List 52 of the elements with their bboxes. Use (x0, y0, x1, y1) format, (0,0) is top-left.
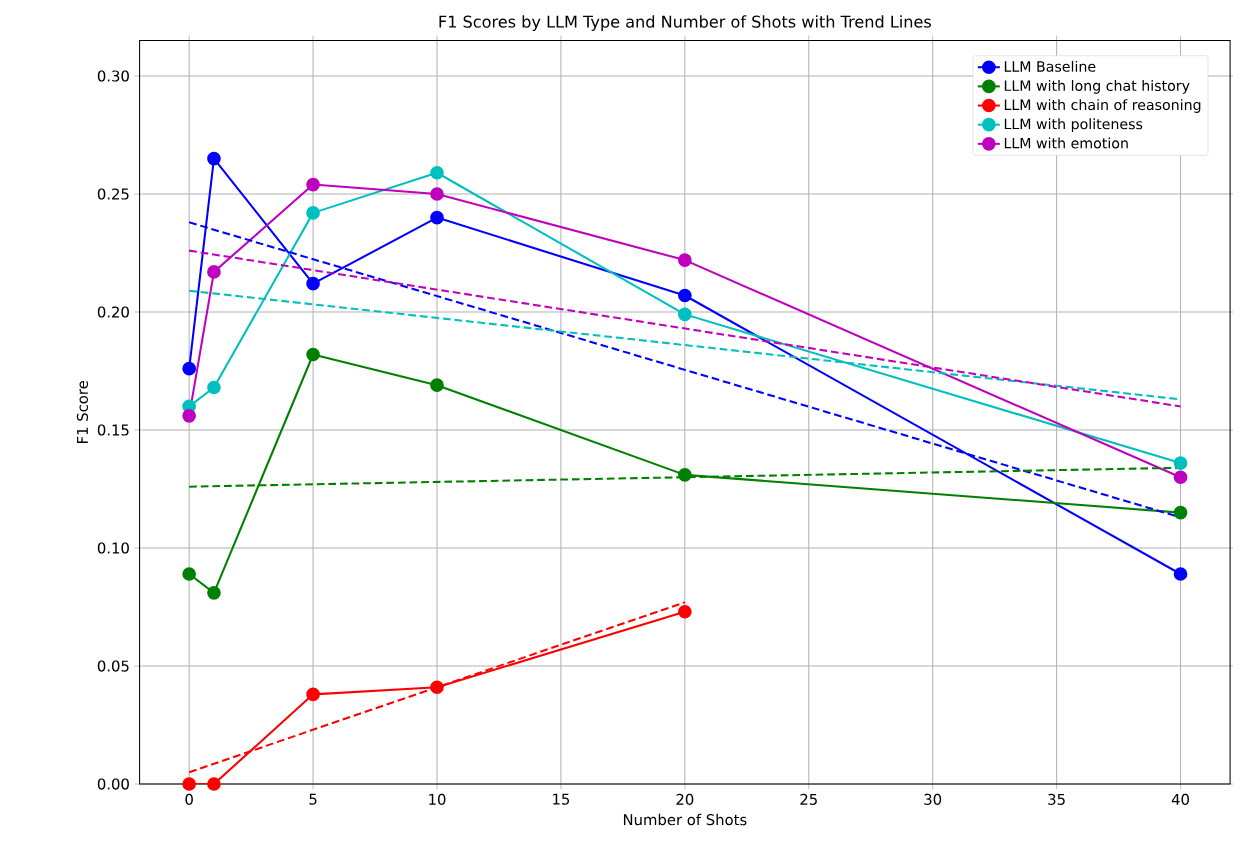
point (1173, 505, 1188, 520)
y-tick-label: 0.10 (97, 542, 129, 554)
point (182, 567, 196, 581)
x-tick-label: 40 (1171, 793, 1189, 806)
point (182, 409, 196, 423)
y-tick-label: 0.05 (97, 660, 129, 672)
y-tick-label: 0.00 (97, 778, 129, 790)
point (678, 288, 692, 303)
point (1173, 470, 1188, 485)
point (678, 468, 692, 482)
x-tick-label: 15 (553, 793, 570, 805)
point (306, 277, 320, 291)
point (430, 210, 444, 225)
legend-label: LLM with long chat history (1004, 80, 1190, 94)
y-tick-label: 0.15 (97, 424, 129, 436)
x-axis-title: Number of Shots (623, 814, 747, 826)
chart-title: F1 Scores by LLM Type and Number of Shots with Trend Lines (439, 15, 931, 32)
x-tick-label: 5 (309, 793, 317, 805)
point (207, 777, 221, 792)
y-axis-title: F1 Score (76, 381, 89, 444)
point (207, 265, 221, 279)
point (430, 166, 444, 180)
point (678, 605, 692, 619)
point (306, 687, 320, 702)
legend-label: LLM with politeness (1004, 118, 1143, 133)
point (678, 253, 692, 268)
point (207, 380, 221, 395)
point (430, 187, 444, 202)
point (182, 777, 196, 792)
point (306, 206, 320, 220)
legend-label: LLM with chain of reasoning (1004, 99, 1201, 114)
point (306, 177, 320, 192)
legend-label: LLM Baseline (1004, 61, 1096, 73)
x-tick-label: 20 (676, 793, 694, 806)
x-tick-label: 0 (185, 793, 193, 806)
point (207, 151, 221, 166)
point (306, 347, 320, 362)
x-tick-label: 25 (800, 793, 817, 806)
y-tick-label: 0.25 (97, 188, 129, 200)
x-tick-label: 30 (924, 793, 942, 806)
point (207, 586, 221, 600)
point (430, 680, 444, 695)
x-tick-label: 10 (429, 793, 446, 806)
y-tick-label: 0.30 (97, 70, 129, 82)
point (1173, 567, 1188, 581)
point (182, 362, 196, 376)
point (678, 307, 692, 322)
x-tick-label: 35 (1048, 793, 1065, 806)
y-tick-label: 0.20 (97, 306, 129, 318)
point (1173, 456, 1188, 471)
point (430, 378, 444, 393)
legend-label: LLM with emotion (1004, 137, 1128, 149)
